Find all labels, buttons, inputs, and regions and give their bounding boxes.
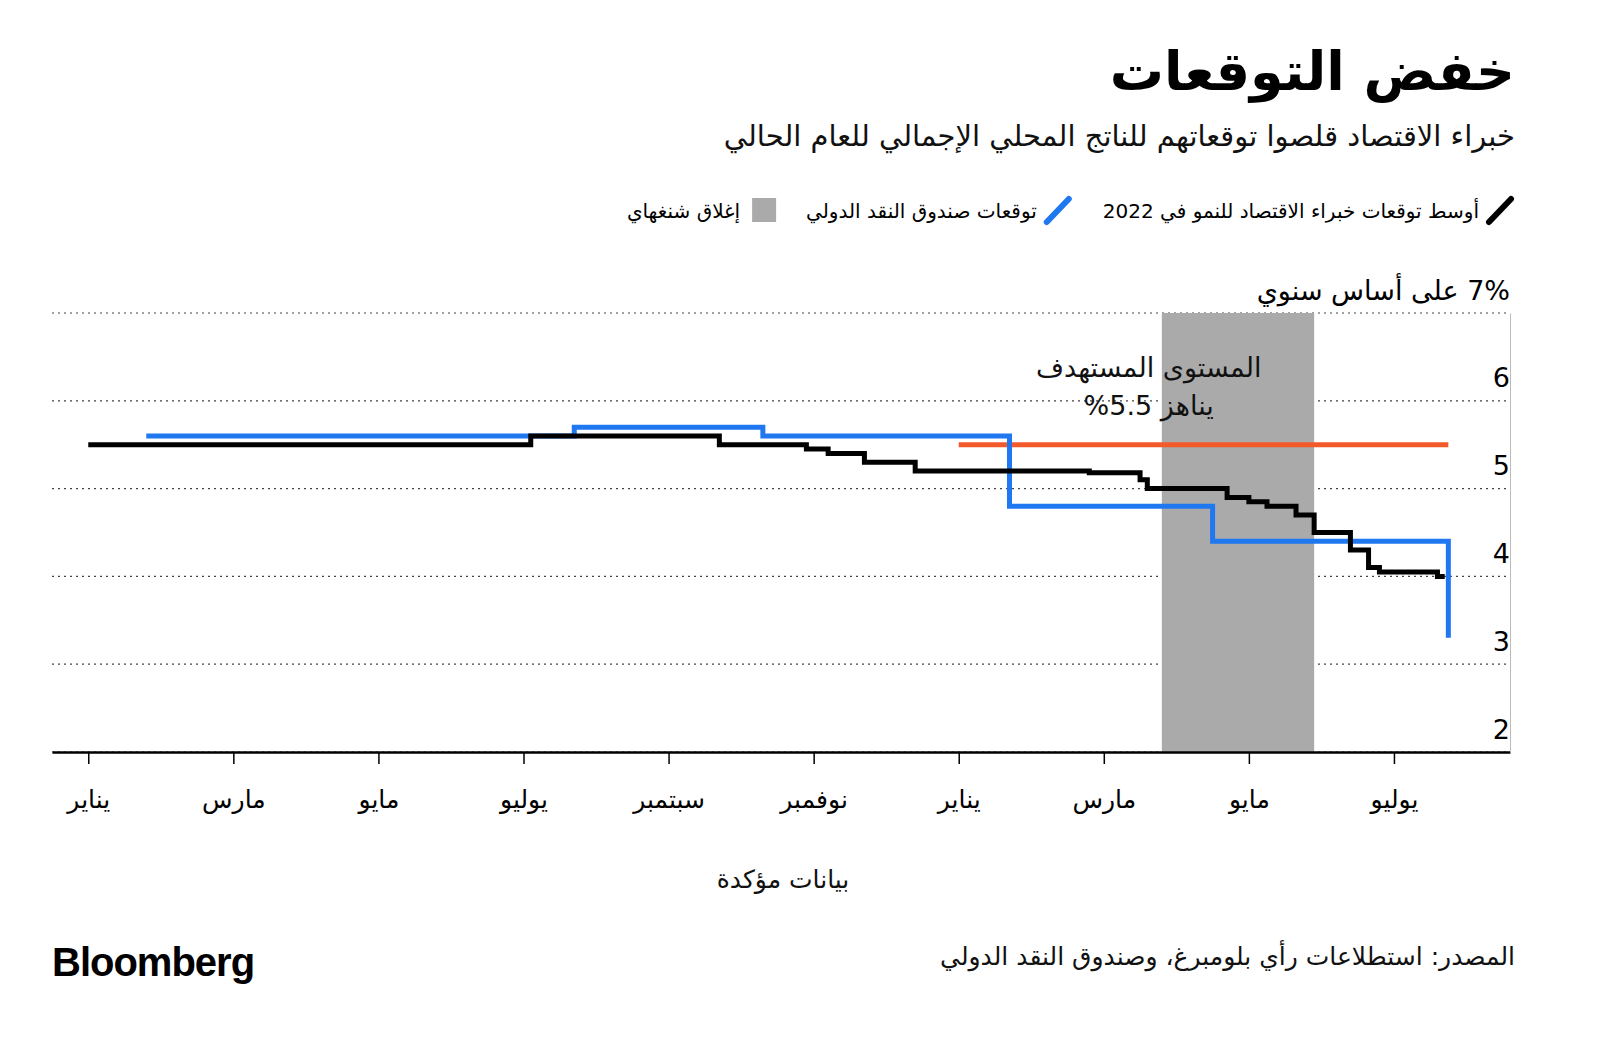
annotation: المستوى المستهدف [1036, 352, 1261, 384]
y-tick: 6 [1493, 362, 1510, 401]
y-tick: 3 [1493, 626, 1510, 665]
x-tick: سبتمبر [631, 752, 705, 814]
series-line [146, 427, 1448, 638]
target-line [959, 442, 1449, 447]
x-tick-mark [1104, 752, 1106, 764]
x-tick: نوفمبر [778, 752, 848, 814]
y-tick-label: 5 [1493, 450, 1510, 481]
legend: أوسط توقعات خبراء الاقتصاد للنمو في 2022… [627, 198, 1511, 224]
brand: Bloomberg [52, 940, 254, 984]
x-tick-label: نوفمبر [778, 785, 848, 814]
y-tick: 5 [1493, 450, 1510, 489]
title: خفض التوقعات [1110, 40, 1515, 104]
x-tick-label: مايو [1227, 785, 1270, 814]
x-tick-label: يوليو [498, 785, 548, 814]
x-tick-label: سبتمبر [631, 785, 705, 814]
plot-area [88, 313, 1448, 752]
note: بيانات مؤكدة [717, 865, 850, 894]
y-tick-label: 2 [1493, 714, 1510, 745]
y-tick: 4 [1493, 538, 1510, 577]
x-tick-mark [1394, 752, 1396, 764]
x-tick-mark [523, 752, 525, 764]
y-axis-line [1510, 314, 1511, 753]
y-tick-label: 6 [1493, 362, 1510, 393]
series-line [88, 436, 1444, 576]
grid-line [52, 751, 1510, 752]
x-tick-mark [813, 752, 815, 764]
x-axis: يناير مارس مايو يوليو سبتمبر نوفمبر يناير مارس م… [53, 752, 1511, 814]
x-tick: يوليو [498, 752, 548, 814]
x-tick-label: مارس [1072, 785, 1136, 814]
chart-svg: خفض التوقعات خبراء الاقتصاد قلصوا توقعاته… [0, 0, 1600, 1060]
x-tick-label: يوليو [1368, 785, 1418, 814]
x-tick: مايو [1227, 752, 1270, 814]
x-tick-label: يناير [936, 785, 981, 814]
legend-item: توقعات صندوق النقد الدولي [806, 199, 1069, 224]
legend-swatch [1047, 199, 1069, 222]
legend-swatch [1489, 199, 1511, 222]
legend-label: توقعات صندوق النقد الدولي [806, 199, 1037, 224]
x-tick-label: مارس [202, 785, 266, 814]
legend-swatch [752, 198, 776, 222]
legend-label: أوسط توقعات خبراء الاقتصاد للنمو في 2022 [1103, 198, 1479, 224]
x-tick-mark [668, 752, 670, 764]
x-tick-mark [88, 752, 90, 764]
x-tick: مارس [202, 752, 266, 814]
legend-label: إغلاق شنغهاي [627, 199, 740, 224]
x-tick: يناير [65, 752, 110, 814]
source: المصدر: استطلاعات رأي بلومبرغ، وصندوق ال… [940, 939, 1515, 972]
x-tick-label: يناير [65, 785, 110, 814]
y-tick-label: 3 [1493, 626, 1510, 657]
x-tick-mark [378, 752, 380, 764]
grid [52, 313, 1510, 752]
y-tick-label: 4 [1493, 538, 1510, 569]
y-tick: 2 [1493, 714, 1510, 753]
x-tick: مايو [356, 752, 399, 814]
chart-container: خفض التوقعات خبراء الاقتصاد قلصوا توقعاته… [0, 0, 1600, 1060]
x-tick-mark [233, 752, 235, 764]
x-axis-line [53, 751, 1511, 754]
legend-item: إغلاق شنغهاي [627, 198, 776, 224]
legend-item: أوسط توقعات خبراء الاقتصاد للنمو في 2022 [1103, 198, 1511, 224]
x-tick: مارس [1072, 752, 1136, 814]
x-tick-mark [958, 752, 960, 764]
y-tick: 7% على أساس سنوي [1257, 272, 1510, 314]
y-tick-label: 7% على أساس سنوي [1257, 272, 1510, 307]
y-axis: 2 3 4 5 6 7% على أساس سنوي [1257, 272, 1511, 753]
x-tick-label: مايو [356, 785, 399, 814]
subtitle: خبراء الاقتصاد قلصوا توقعاتهم للناتج الم… [724, 119, 1515, 154]
x-tick-mark [1249, 752, 1251, 764]
x-tick: يناير [936, 752, 981, 814]
annotation: يناهز 5.5% [1084, 390, 1214, 422]
x-tick: يوليو [1368, 752, 1418, 814]
